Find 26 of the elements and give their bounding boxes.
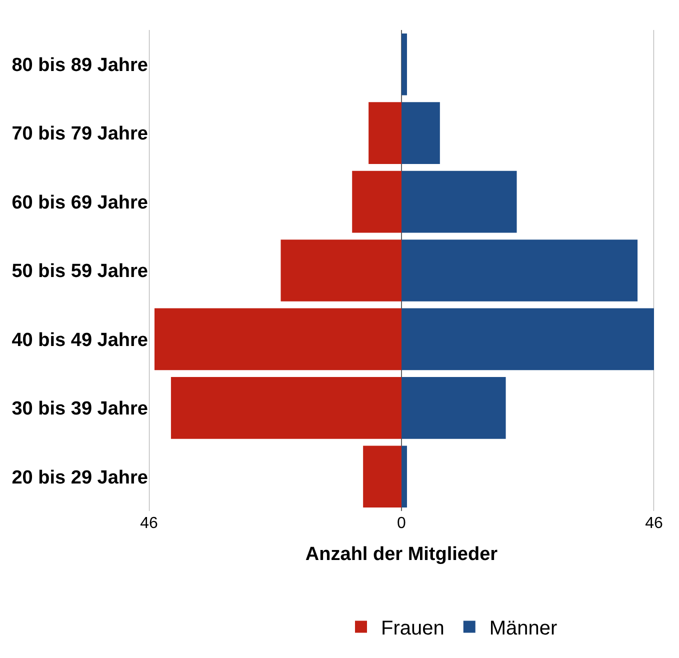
- bar: [280, 240, 402, 302]
- bar: [402, 308, 654, 370]
- y-tick-label: 60 bis 69 Jahre: [12, 192, 148, 214]
- bar: [154, 308, 402, 370]
- y-tick-label: 80 bis 89 Jahre: [12, 55, 148, 76]
- bar: [170, 377, 402, 439]
- x-tick-label: 0: [397, 515, 406, 532]
- bar: [402, 240, 638, 302]
- y-tick-label: 30 bis 39 Jahre: [12, 398, 148, 420]
- bar: [368, 102, 402, 164]
- bar: [402, 170, 517, 233]
- y-tick-label: 70 bis 79 Jahre: [12, 124, 148, 145]
- y-tick-label: 20 bis 29 Jahre: [12, 467, 148, 488]
- bar: [402, 446, 407, 508]
- y-tick-label: 40 bis 49 Jahre: [12, 330, 148, 351]
- bar: [402, 33, 407, 96]
- bar: [352, 170, 402, 233]
- bar: [363, 446, 402, 508]
- bar: [402, 377, 506, 439]
- x-tick-label: 46: [645, 515, 663, 532]
- y-tick-label: 50 bis 59 Jahre: [12, 261, 148, 282]
- x-tick-label: 46: [140, 515, 158, 532]
- x-axis-title: Anzahl der Mitglieder: [305, 544, 498, 565]
- bar: [402, 102, 440, 164]
- legend-label: Männer: [489, 618, 558, 640]
- legend-label: Frauen: [381, 618, 444, 640]
